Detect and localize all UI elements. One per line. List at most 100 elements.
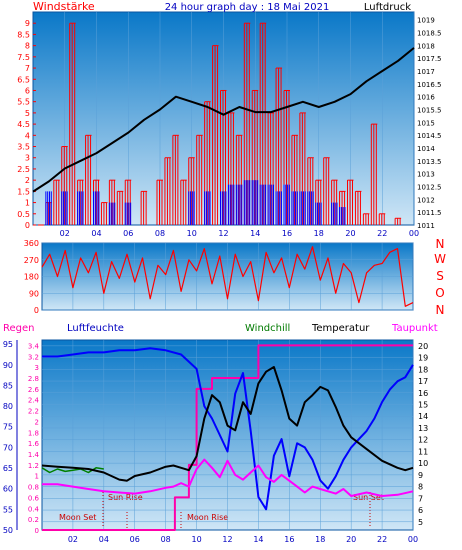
rain-y-tick-label: 3 bbox=[35, 364, 39, 372]
wind-x-tick-label: 10 bbox=[187, 229, 197, 238]
wind-y-tick-label: 6 bbox=[25, 86, 30, 95]
temp-y-tick-label: 5 bbox=[418, 518, 423, 527]
sun-rise-label: Sun Rise bbox=[108, 493, 143, 502]
humidity-line bbox=[42, 347, 414, 511]
pressure-y-tick-label: 1013 bbox=[417, 171, 435, 179]
wind-x-tick-label: 02 bbox=[60, 229, 70, 238]
wind-y-tick-label: 5 bbox=[25, 109, 30, 118]
pressure-y-tick-label: 1015.5 bbox=[417, 107, 442, 115]
humidity-y-tick-label: 80 bbox=[3, 402, 13, 411]
wind-x-tick-label: 00 bbox=[409, 229, 419, 238]
rain-y-tick-label: 1.4 bbox=[28, 451, 40, 459]
temp-y-tick-label: 9 bbox=[418, 471, 423, 480]
humidity-y-tick-label: 70 bbox=[3, 443, 13, 452]
rain-y-tick-label: 2.4 bbox=[28, 397, 40, 405]
temp-y-tick-label: 19 bbox=[418, 354, 428, 363]
climate-x-tick-label: 14 bbox=[253, 535, 263, 544]
rain-y-tick-label: 0.8 bbox=[28, 484, 39, 492]
temp-y-tick-label: 14 bbox=[418, 412, 428, 421]
moon-rise-label: Moon Rise bbox=[187, 513, 228, 522]
dewpoint-line bbox=[42, 458, 414, 497]
direction-y-tick-label: 180 bbox=[24, 273, 39, 282]
direction-y-tick-label: 0 bbox=[34, 306, 39, 315]
climate-x-tick-label: 22 bbox=[377, 535, 387, 544]
temp-y-tick-label: 20 bbox=[418, 342, 428, 351]
pressure-y-tick-label: 1018.5 bbox=[417, 30, 442, 38]
wind-y-tick-label: 2.5 bbox=[17, 165, 30, 174]
temperature-line bbox=[41, 366, 414, 482]
wind-y-tick-label: 6.5 bbox=[17, 75, 30, 84]
direction-y-tick-label: 270 bbox=[24, 256, 39, 265]
humidity-y-tick-label: 65 bbox=[3, 464, 13, 473]
wind-y-tick-label: 2 bbox=[25, 176, 30, 185]
temp-y-tick-label: 18 bbox=[418, 365, 428, 374]
wind-y-tick-label: 0 bbox=[25, 221, 30, 230]
pressure-y-tick-label: 1017.5 bbox=[417, 55, 442, 63]
wind-y-tick-label: 5.5 bbox=[17, 98, 30, 107]
temp-y-tick-label: 16 bbox=[418, 389, 428, 398]
climate-x-tick-label: 02 bbox=[68, 535, 78, 544]
climate-x-tick-label: 10 bbox=[191, 535, 201, 544]
rain-y-tick-label: 0.6 bbox=[28, 494, 40, 502]
wind-y-tick-label: 3.5 bbox=[17, 143, 30, 152]
wind-x-tick-label: 08 bbox=[155, 229, 165, 238]
rain-y-tick-label: 2.6 bbox=[28, 386, 40, 394]
rain-y-tick-label: 0.4 bbox=[28, 505, 40, 513]
rain-y-tick-label: 1.6 bbox=[28, 440, 40, 448]
pressure-y-tick-label: 1016 bbox=[417, 94, 435, 102]
rain-y-tick-label: 1.2 bbox=[28, 462, 39, 470]
windchill-label: Windchill bbox=[245, 323, 290, 334]
climate-x-tick-label: 08 bbox=[161, 535, 171, 544]
temp-y-tick-label: 10 bbox=[418, 459, 428, 468]
climate-x-tick-label: 20 bbox=[346, 535, 356, 544]
wind-x-tick-label: 04 bbox=[91, 229, 101, 238]
wind-y-tick-label: 4 bbox=[25, 131, 30, 140]
wind-x-tick-label: 22 bbox=[377, 229, 387, 238]
temp-y-tick-label: 11 bbox=[418, 447, 428, 456]
wind-y-tick-label: 7.5 bbox=[17, 53, 30, 62]
pressure-y-tick-label: 1019 bbox=[417, 17, 435, 25]
compass-n-top: N bbox=[436, 237, 445, 251]
humidity-y-tick-label: 75 bbox=[3, 423, 13, 432]
rain-line bbox=[42, 344, 413, 531]
wind-y-tick-label: 8.5 bbox=[17, 30, 30, 39]
humidity-label: Luftfeuchte bbox=[67, 323, 124, 334]
wind-y-tick-label: 9 bbox=[25, 19, 30, 28]
pressure-axis-title: Luftdruck bbox=[364, 2, 411, 13]
pressure-line bbox=[32, 47, 415, 193]
temp-y-tick-label: 12 bbox=[418, 436, 428, 445]
direction-y-tick-label: 90 bbox=[29, 289, 39, 298]
temp-y-tick-label: 7 bbox=[418, 494, 423, 503]
compass-s: S bbox=[436, 269, 444, 283]
pressure-y-tick-label: 1013.5 bbox=[417, 158, 442, 166]
rain-y-tick-label: 0 bbox=[35, 527, 39, 535]
wind-x-tick-label: 18 bbox=[314, 229, 324, 238]
wind-y-tick-label: 3 bbox=[25, 154, 30, 163]
temp-y-tick-label: 8 bbox=[418, 483, 423, 492]
humidity-y-tick-label: 55 bbox=[3, 505, 13, 514]
wind-y-tick-label: 1.5 bbox=[17, 187, 30, 196]
compass-w: W bbox=[434, 252, 446, 266]
humidity-y-tick-label: 85 bbox=[3, 381, 13, 390]
wind-direction-line bbox=[41, 246, 414, 307]
humidity-y-tick-label: 95 bbox=[3, 340, 13, 349]
pressure-y-tick-label: 1011 bbox=[417, 222, 435, 230]
compass-o: O bbox=[435, 286, 444, 300]
rain-y-tick-label: 3.2 bbox=[28, 353, 39, 361]
wind-y-tick-label: 7 bbox=[25, 64, 30, 73]
dewpoint-label: Taupunkt bbox=[391, 323, 438, 334]
wind-x-tick-label: 14 bbox=[250, 229, 260, 238]
compass-n-bottom: N bbox=[436, 303, 445, 317]
pressure-y-tick-label: 1017 bbox=[417, 68, 435, 76]
pressure-y-tick-label: 1016.5 bbox=[417, 81, 442, 89]
pressure-y-tick-label: 1015 bbox=[417, 119, 435, 127]
climate-x-tick-label: 06 bbox=[130, 535, 140, 544]
humidity-y-tick-label: 60 bbox=[3, 485, 13, 494]
pressure-y-tick-label: 1018 bbox=[417, 42, 435, 50]
climate-x-tick-label: 16 bbox=[284, 535, 294, 544]
wind-x-tick-label: 06 bbox=[123, 229, 133, 238]
pressure-y-tick-label: 1011.5 bbox=[417, 209, 442, 217]
wind-y-tick-label: 4.5 bbox=[17, 120, 30, 129]
pressure-y-tick-label: 1012 bbox=[417, 196, 435, 204]
